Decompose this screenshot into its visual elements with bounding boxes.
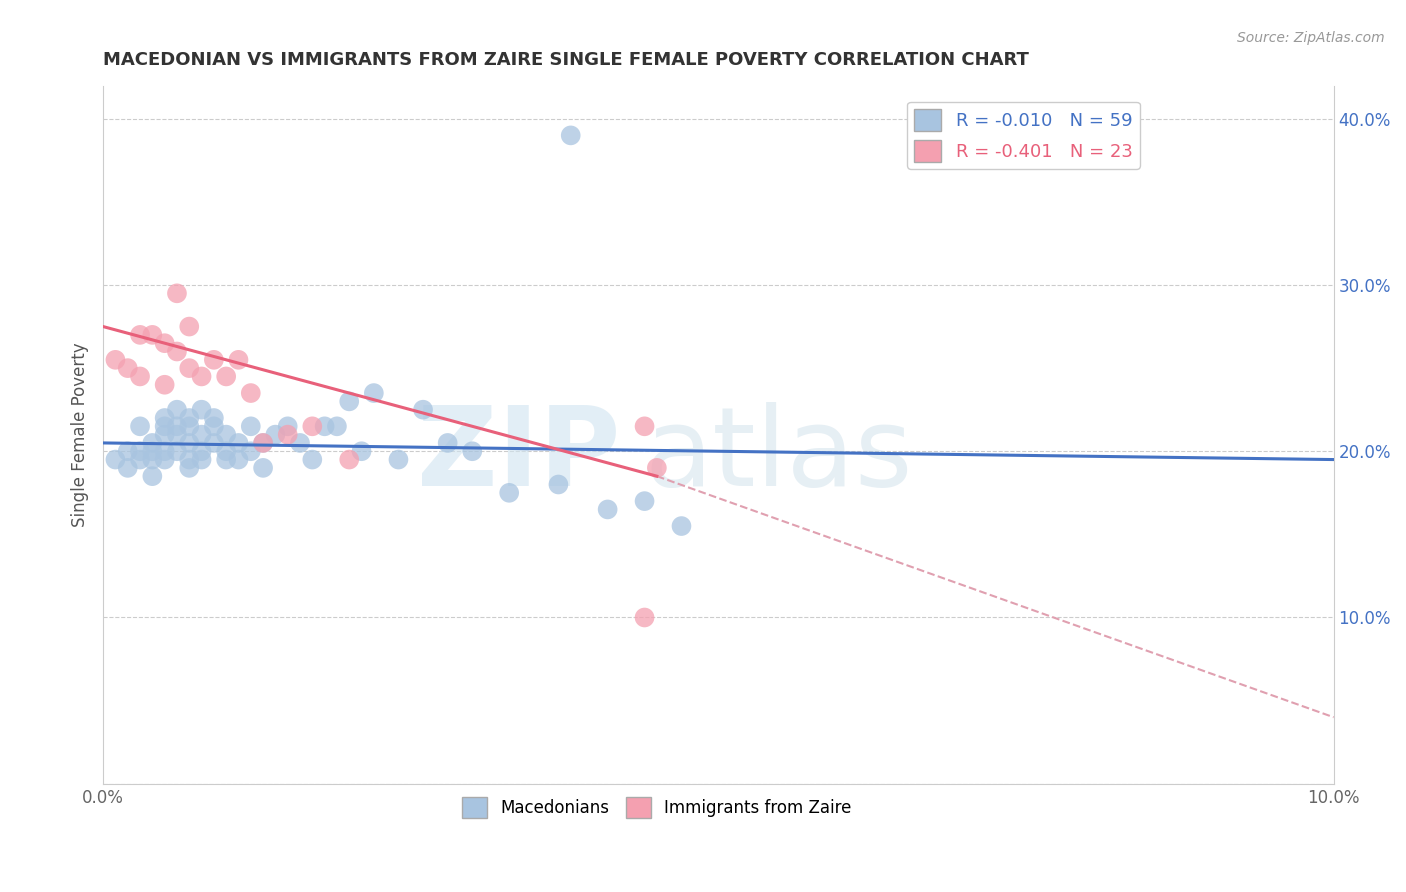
- Point: [387, 452, 409, 467]
- Point: [215, 444, 238, 458]
- Point: [202, 411, 225, 425]
- Point: [153, 336, 176, 351]
- Point: [153, 444, 176, 458]
- Point: [252, 436, 274, 450]
- Point: [166, 427, 188, 442]
- Point: [363, 386, 385, 401]
- Point: [190, 444, 212, 458]
- Point: [264, 427, 287, 442]
- Point: [301, 452, 323, 467]
- Point: [277, 427, 299, 442]
- Point: [141, 469, 163, 483]
- Point: [179, 452, 201, 467]
- Point: [337, 394, 360, 409]
- Point: [129, 369, 152, 384]
- Point: [117, 444, 139, 458]
- Text: atlas: atlas: [644, 402, 912, 509]
- Point: [215, 369, 238, 384]
- Point: [153, 419, 176, 434]
- Point: [239, 444, 262, 458]
- Point: [277, 419, 299, 434]
- Point: [202, 436, 225, 450]
- Point: [117, 461, 139, 475]
- Point: [190, 369, 212, 384]
- Point: [202, 352, 225, 367]
- Point: [228, 352, 250, 367]
- Point: [596, 502, 619, 516]
- Point: [179, 436, 201, 450]
- Point: [645, 461, 668, 475]
- Point: [301, 419, 323, 434]
- Point: [166, 419, 188, 434]
- Point: [166, 344, 188, 359]
- Point: [252, 436, 274, 450]
- Point: [215, 452, 238, 467]
- Point: [350, 444, 373, 458]
- Point: [153, 427, 176, 442]
- Point: [153, 452, 176, 467]
- Point: [179, 361, 201, 376]
- Point: [498, 485, 520, 500]
- Point: [633, 610, 655, 624]
- Text: MACEDONIAN VS IMMIGRANTS FROM ZAIRE SINGLE FEMALE POVERTY CORRELATION CHART: MACEDONIAN VS IMMIGRANTS FROM ZAIRE SING…: [103, 51, 1029, 69]
- Point: [190, 452, 212, 467]
- Point: [166, 402, 188, 417]
- Point: [190, 402, 212, 417]
- Point: [560, 128, 582, 143]
- Point: [633, 494, 655, 508]
- Point: [252, 461, 274, 475]
- Point: [314, 419, 336, 434]
- Point: [153, 377, 176, 392]
- Point: [179, 319, 201, 334]
- Point: [633, 419, 655, 434]
- Point: [239, 386, 262, 401]
- Point: [326, 419, 349, 434]
- Point: [202, 419, 225, 434]
- Point: [288, 436, 311, 450]
- Text: ZIP: ZIP: [416, 402, 620, 509]
- Point: [671, 519, 693, 533]
- Text: Source: ZipAtlas.com: Source: ZipAtlas.com: [1237, 31, 1385, 45]
- Point: [239, 419, 262, 434]
- Point: [104, 352, 127, 367]
- Point: [166, 444, 188, 458]
- Point: [228, 452, 250, 467]
- Point: [179, 419, 201, 434]
- Point: [104, 452, 127, 467]
- Point: [141, 452, 163, 467]
- Point: [129, 444, 152, 458]
- Legend: Macedonians, Immigrants from Zaire: Macedonians, Immigrants from Zaire: [456, 790, 859, 824]
- Point: [179, 461, 201, 475]
- Point: [153, 411, 176, 425]
- Point: [129, 327, 152, 342]
- Y-axis label: Single Female Poverty: Single Female Poverty: [72, 343, 89, 527]
- Point: [179, 411, 201, 425]
- Point: [547, 477, 569, 491]
- Point: [337, 452, 360, 467]
- Point: [141, 436, 163, 450]
- Point: [215, 427, 238, 442]
- Point: [412, 402, 434, 417]
- Point: [436, 436, 458, 450]
- Point: [166, 286, 188, 301]
- Point: [117, 361, 139, 376]
- Point: [129, 452, 152, 467]
- Point: [129, 419, 152, 434]
- Point: [141, 444, 163, 458]
- Point: [141, 327, 163, 342]
- Point: [190, 427, 212, 442]
- Point: [461, 444, 484, 458]
- Point: [228, 436, 250, 450]
